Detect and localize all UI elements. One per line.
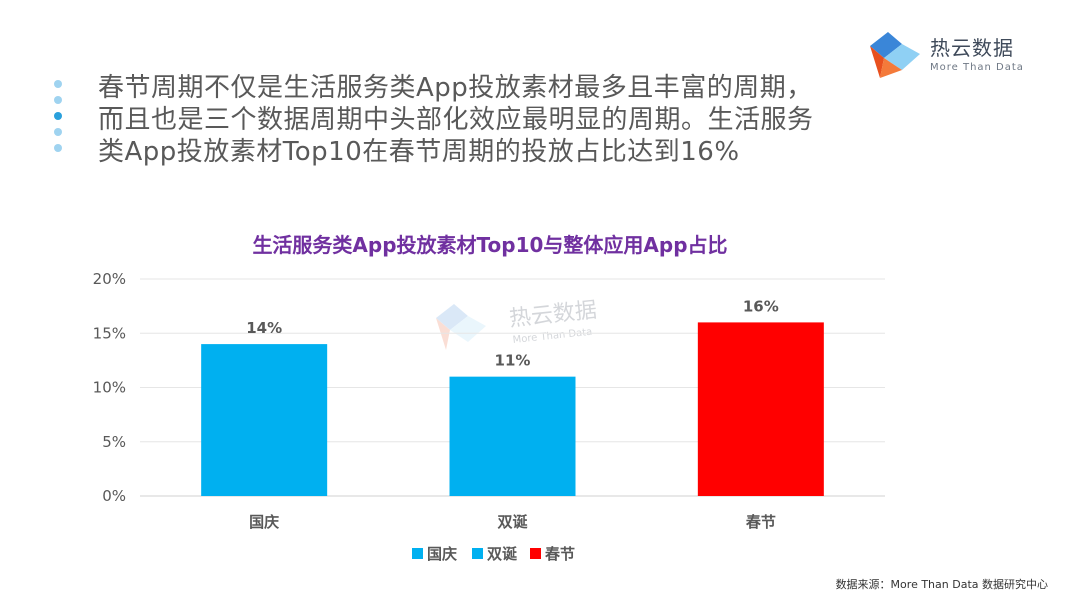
legend-swatch [530, 548, 541, 559]
category-labels: 国庆 双诞 春节 [249, 513, 776, 531]
y-tick-label: 15% [93, 324, 126, 342]
category-label: 国庆 [249, 513, 279, 531]
y-tick-label: 20% [93, 270, 126, 288]
bars [201, 322, 824, 496]
bar [697, 322, 824, 496]
y-tick-label: 0% [102, 487, 126, 505]
y-tick-label: 10% [93, 379, 126, 397]
brand-name: 热云数据 [930, 36, 1014, 60]
data-label: 16% [743, 297, 779, 315]
data-label: 14% [246, 319, 282, 337]
brand-logo: 热云数据 More Than Data [868, 28, 1038, 84]
legend-label: 春节 [545, 545, 575, 563]
legend-swatch [412, 548, 423, 559]
legend-label: 双诞 [487, 545, 518, 563]
bullet-dot [54, 80, 62, 88]
legend-swatch [472, 548, 483, 559]
data-label: 11% [495, 352, 531, 370]
chart-title: 生活服务类App投放素材Top10与整体应用App占比 [252, 233, 727, 257]
legend-label: 国庆 [427, 545, 457, 563]
bullet-dot [54, 112, 62, 120]
category-label: 春节 [746, 513, 776, 531]
category-label: 双诞 [497, 513, 528, 531]
source-note: 数据来源：More Than Data 数据研究中心 [835, 578, 1048, 591]
y-tick-label: 5% [102, 433, 126, 451]
data-labels: 14% 11% 16% [246, 297, 779, 369]
watermark-logo [436, 304, 486, 350]
bullet-dot [54, 96, 62, 104]
brand-tagline: More Than Data [930, 62, 1024, 73]
y-axis-ticks: 0% 5% 10% 15% 20% [93, 270, 126, 505]
bullet-dot [54, 128, 62, 136]
headline-text: 春节周期不仅是生活服务类App投放素材最多且丰富的周期，而且也是三个数据周期中头… [98, 73, 814, 167]
bullet-dot [54, 144, 62, 152]
bar [449, 376, 576, 496]
legend: 国庆 双诞 春节 [412, 545, 575, 563]
bar [201, 344, 328, 496]
brand-logo-mark [870, 32, 920, 78]
